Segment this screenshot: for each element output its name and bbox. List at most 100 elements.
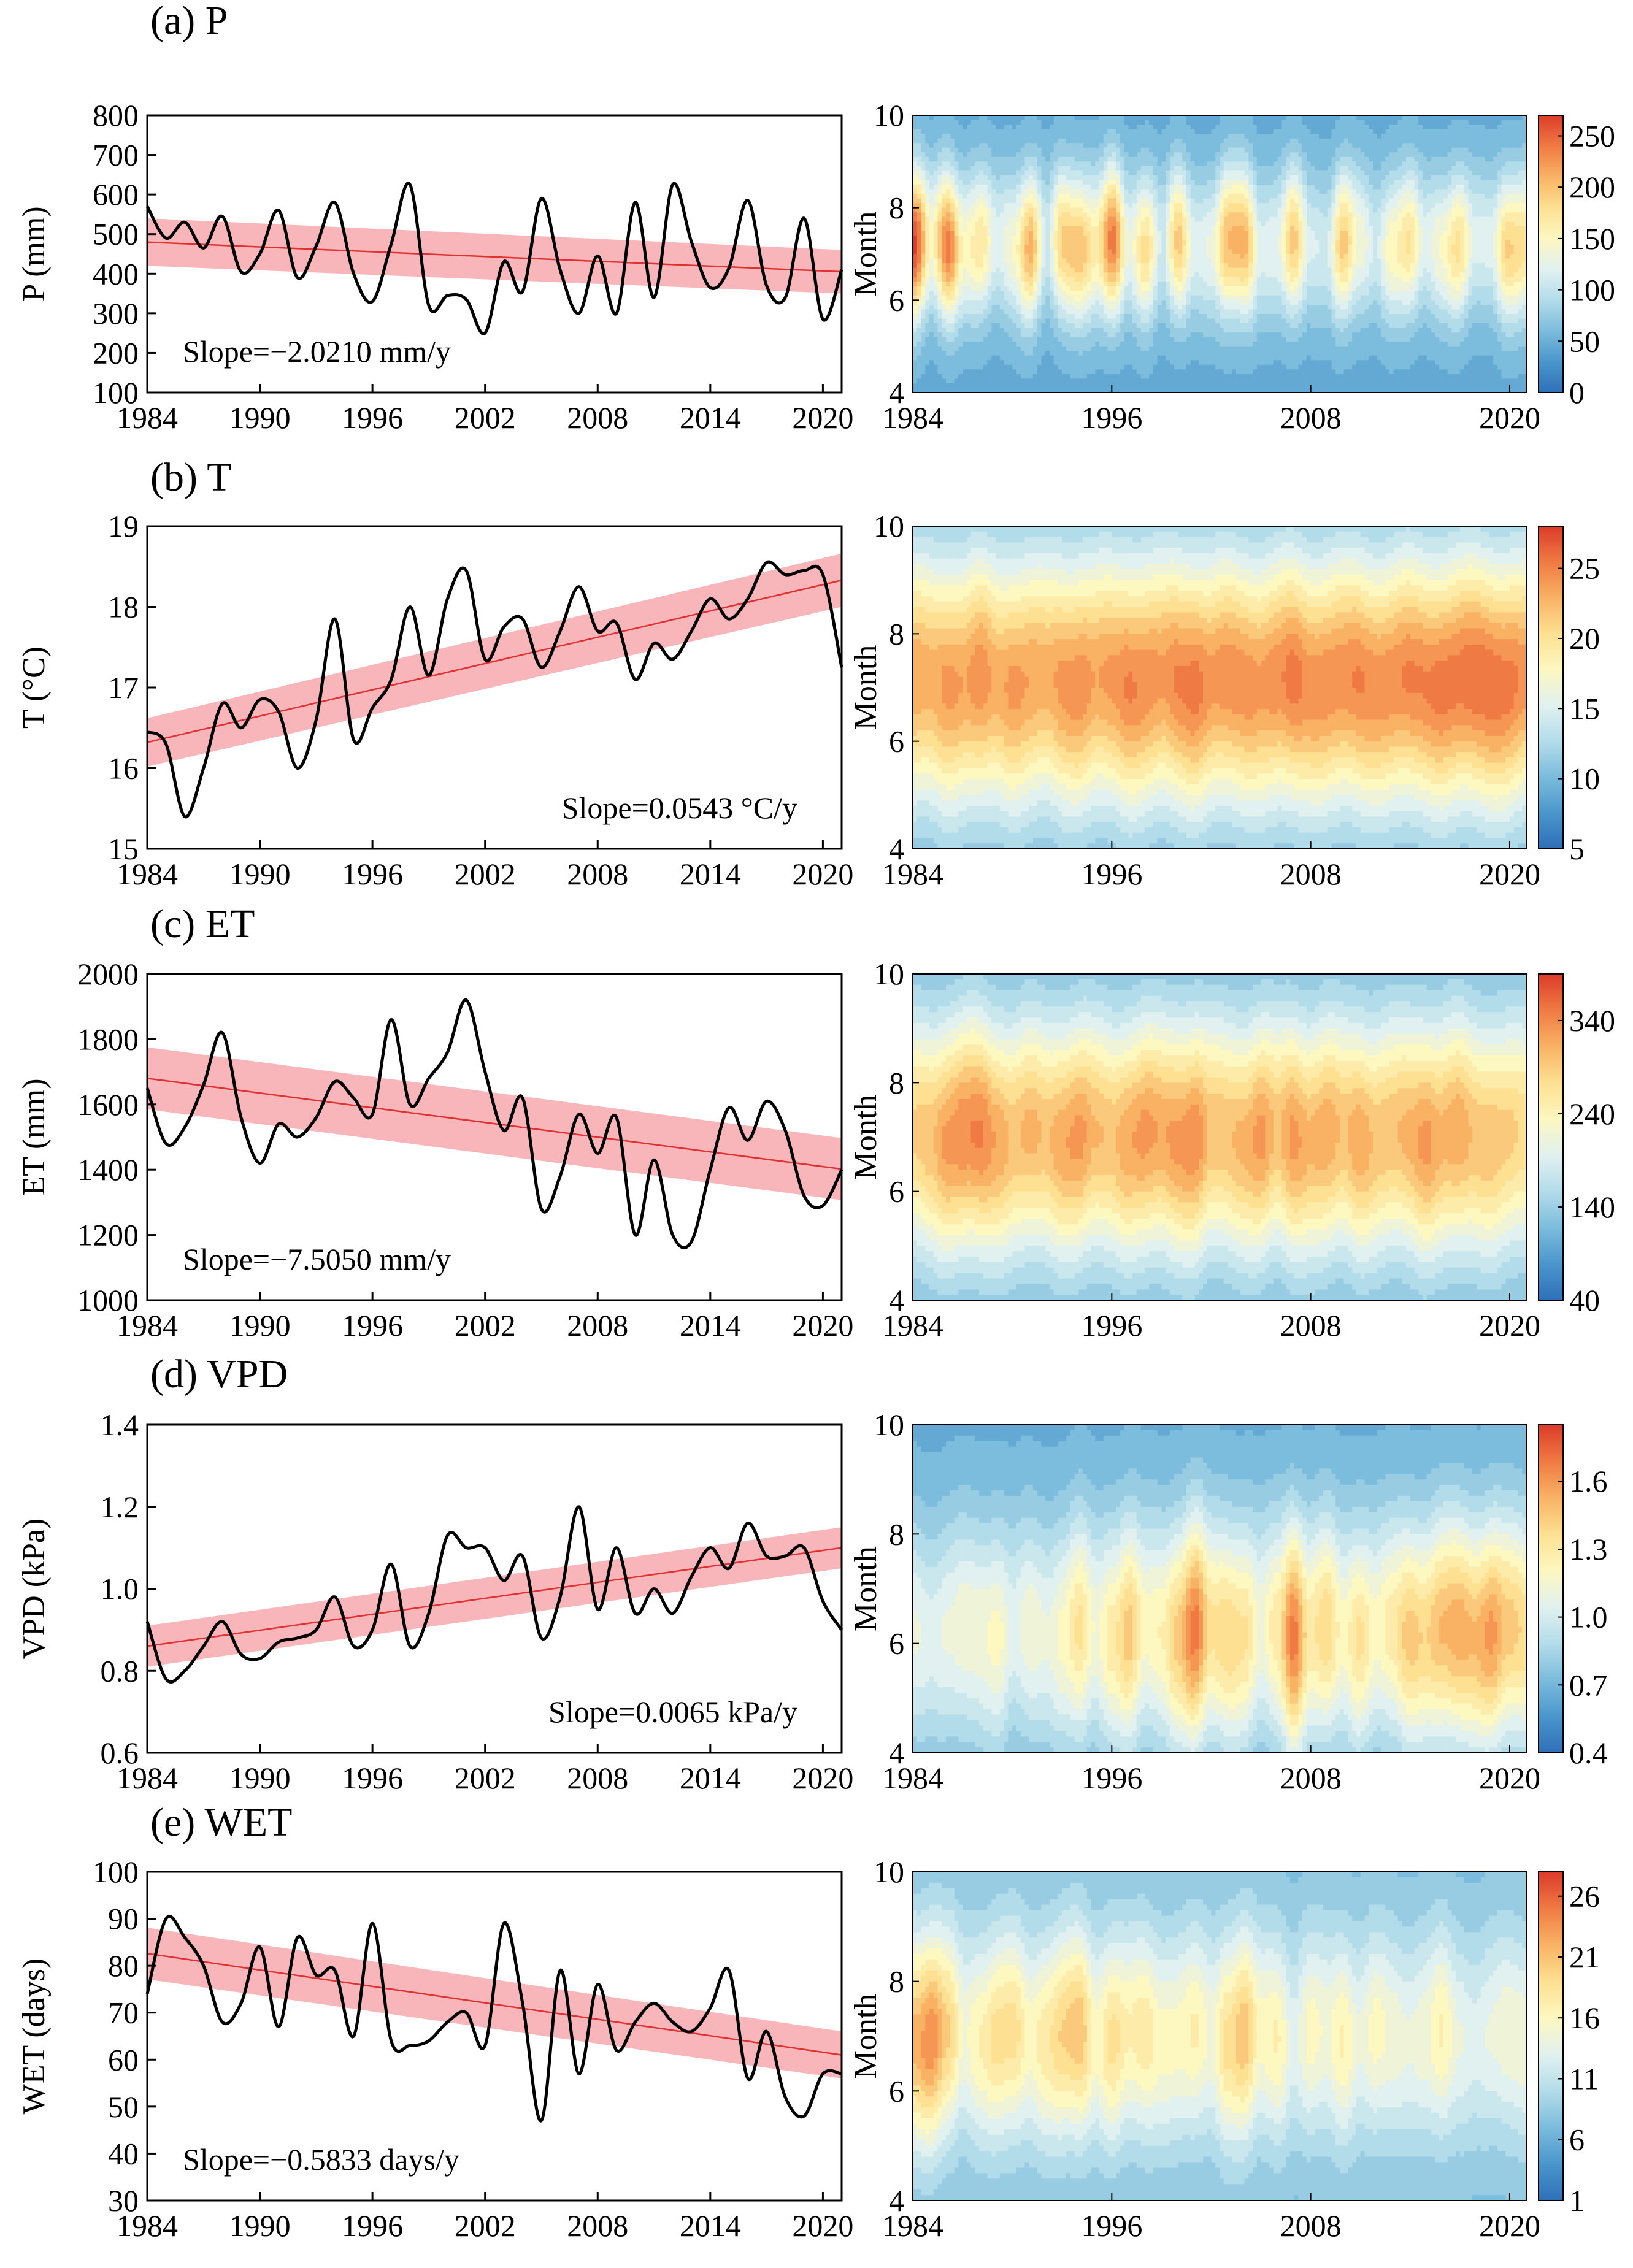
heatmap-cell <box>1199 332 1204 338</box>
heatmap-cell <box>1112 388 1116 393</box>
heatmap-cell <box>1058 231 1062 236</box>
heatmap-cell <box>1095 212 1100 218</box>
heatmap-cell <box>991 115 996 121</box>
heatmap-cell <box>1024 198 1029 204</box>
heatmap-cell <box>1240 291 1245 296</box>
heatmap-cell <box>1145 332 1150 338</box>
heatmap-cell <box>1116 263 1121 269</box>
heatmap-cell <box>916 180 922 185</box>
heatmap-cell <box>999 254 1005 259</box>
heatmap-cell <box>1203 318 1208 324</box>
heatmap-cell <box>1220 189 1224 194</box>
heatmap-cell <box>1149 170 1154 176</box>
heatmap-cell <box>1112 313 1116 319</box>
heatmap-cell <box>1207 258 1212 264</box>
heatmap-cell <box>1157 249 1162 255</box>
heatmap-cell <box>1132 369 1137 375</box>
heatmap-cell <box>1132 342 1137 347</box>
heatmap-cell <box>1124 175 1129 180</box>
heatmap-cell <box>921 291 926 296</box>
heatmap-cell <box>1062 282 1067 287</box>
heatmap-cell <box>950 304 955 310</box>
heatmap-cell <box>1178 194 1183 199</box>
heatmap-cell <box>1161 374 1166 379</box>
heatmap-cell <box>1120 166 1125 171</box>
heatmap-cell <box>942 240 947 245</box>
heatmap-cell <box>1112 309 1116 315</box>
heatmap-cell <box>1008 249 1013 255</box>
heatmap-cell <box>1244 295 1249 301</box>
heatmap-cell <box>966 212 972 218</box>
heatmap-cell <box>921 120 926 125</box>
heatmap-cell <box>1203 156 1208 162</box>
heatmap-cell <box>966 272 972 278</box>
heatmap-cell <box>1099 198 1104 204</box>
heatmap-cell <box>1058 216 1062 222</box>
heatmap-cell <box>1008 138 1013 144</box>
heatmap-cell <box>987 156 992 162</box>
heatmap-cell <box>1112 263 1116 269</box>
heatmap-cell <box>1012 351 1017 356</box>
heatmap-cell <box>1132 277 1137 282</box>
heatmap-cell <box>1236 129 1241 134</box>
heatmap-cell <box>996 221 1001 227</box>
heatmap-cell <box>925 235 930 240</box>
heatmap-cell <box>1012 300 1017 305</box>
heatmap-cell <box>929 277 934 282</box>
heatmap-cell <box>1070 272 1075 278</box>
heatmap-cell <box>933 355 939 361</box>
heatmap-cell <box>999 216 1005 222</box>
heatmap-cell <box>921 286 926 291</box>
heatmap-cell <box>958 300 963 305</box>
heatmap-cell <box>1232 125 1237 130</box>
heatmap-cell <box>1078 355 1083 361</box>
heatmap-cell <box>1186 277 1191 282</box>
heatmap-cell <box>1032 134 1038 139</box>
heatmap-cell <box>1186 120 1191 125</box>
heatmap-cell <box>1220 198 1224 204</box>
heatmap-cell <box>1074 272 1079 278</box>
heatmap-cell <box>1211 360 1216 366</box>
heatmap-cell <box>942 282 947 287</box>
heatmap-cell <box>950 272 955 278</box>
heatmap-cell <box>1169 240 1175 245</box>
heatmap-cell <box>1145 147 1150 153</box>
heatmap-cell <box>1240 221 1245 227</box>
heatmap-cell <box>1240 304 1245 310</box>
heatmap-cell <box>958 291 963 296</box>
heatmap-cell <box>966 147 972 153</box>
heatmap-cell <box>1220 244 1224 250</box>
heatmap-cell <box>1058 207 1062 213</box>
heatmap-cell <box>1050 383 1055 388</box>
heatmap-cell <box>1153 138 1158 144</box>
heatmap-cell <box>1037 207 1042 213</box>
heatmap-cell <box>1045 180 1050 185</box>
heatmap-cell <box>1203 189 1208 194</box>
heatmap-cell <box>996 346 1001 351</box>
heatmap-cell <box>1207 318 1212 324</box>
heatmap-cell <box>1029 231 1034 236</box>
heatmap-cell <box>921 138 926 144</box>
heatmap-cell <box>921 226 926 231</box>
heatmap-cell <box>1070 374 1075 379</box>
heatmap-cell <box>1220 216 1224 222</box>
heatmap-cell <box>954 226 959 231</box>
heatmap-cell <box>937 134 942 139</box>
heatmap-cell <box>954 323 959 329</box>
heatmap-cell <box>996 134 1001 139</box>
heatmap-cell <box>1244 147 1249 153</box>
heatmap-cell <box>1203 313 1208 319</box>
heatmap-cell <box>1190 295 1196 301</box>
heatmap-cell <box>913 342 918 347</box>
heatmap-cell <box>1062 125 1067 130</box>
heatmap-cell <box>946 374 951 379</box>
heatmap-cell <box>1157 318 1162 324</box>
y-axis-label: P (mm) <box>17 206 52 302</box>
heatmap-cell <box>996 226 1001 231</box>
heatmap-cell <box>1107 369 1112 375</box>
heatmap-cell <box>1053 355 1059 361</box>
heatmap-cell <box>1016 378 1021 384</box>
heatmap-cell <box>1004 378 1009 384</box>
heatmap-cell <box>954 161 959 167</box>
heatmap-cell <box>1228 313 1232 319</box>
